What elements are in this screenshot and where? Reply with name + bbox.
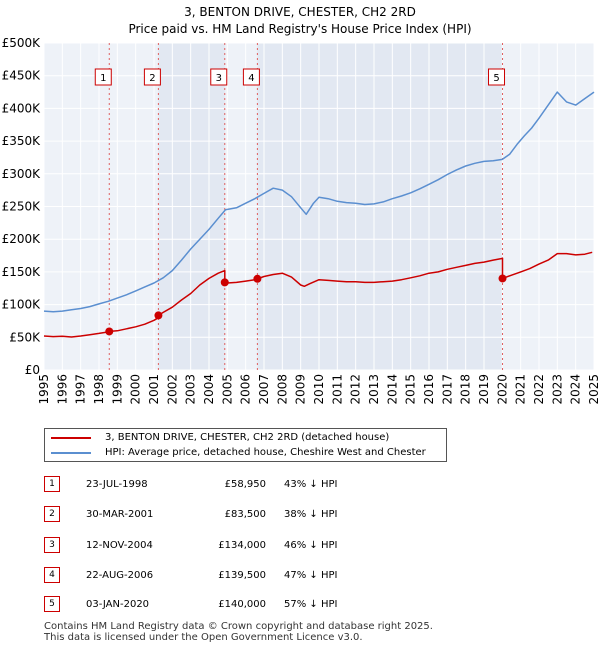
sale-label: 3 (216, 73, 222, 84)
sale-hpi-diff: 38% ↓ HPI (284, 509, 338, 520)
sale-label-box (94, 68, 112, 86)
sale-date: 23-JUL-1998 (86, 479, 148, 490)
y-tick-label: £500K (2, 36, 42, 50)
footer-line-2: This data is licensed under the Open Gov… (44, 632, 363, 643)
x-tick-label: 1997 (74, 374, 88, 405)
sale-hpi-diff: 43% ↓ HPI (284, 479, 338, 490)
x-tick-label: 2021 (514, 374, 528, 405)
sale-date: 30-MAR-2001 (86, 509, 154, 520)
sale-label-box (143, 68, 161, 86)
y-tick-label: £0 (25, 363, 40, 377)
sale-row: 5 03-JAN-2020 £140,000 57% ↓ HPI (44, 596, 464, 614)
y-tick-label: £450K (2, 69, 42, 83)
legend-swatch-hpi (51, 452, 91, 454)
legend-label-hpi: HPI: Average price, detached house, Ches… (105, 447, 426, 458)
sale-date: 12-NOV-2004 (86, 540, 153, 551)
sale-hpi-diff: 46% ↓ HPI (284, 540, 338, 551)
x-tick-label: 2017 (440, 374, 454, 405)
x-tick-label: 2018 (459, 374, 473, 405)
x-tick-label: 2013 (367, 374, 381, 405)
sale-point (220, 278, 229, 287)
x-tick-label: 2008 (275, 374, 289, 405)
x-tick-label: 2019 (477, 374, 491, 405)
property-price-line (43, 251, 593, 338)
sale-label: 5 (493, 73, 499, 84)
x-tick-label: 2023 (550, 374, 564, 405)
x-tick-label: 2025 (587, 374, 600, 405)
sale-label-box (210, 68, 228, 86)
sale-badge: 5 (44, 596, 60, 612)
x-tick-label: 2020 (495, 374, 509, 405)
y-tick-label: £50K (9, 330, 41, 344)
sale-point (154, 311, 163, 320)
price-chart: 3, BENTON DRIVE, CHESTER, CH2 2RD Price … (2, 5, 600, 405)
y-tick-label: £150K (2, 265, 42, 279)
x-tick-label: 2022 (532, 374, 546, 405)
sale-label-box (242, 68, 260, 86)
legend-swatch-property (51, 437, 91, 439)
x-tick-label: 2006 (239, 374, 253, 405)
chart-subtitle: Price paid vs. HM Land Registry's House … (128, 22, 471, 36)
x-tick-label: 2009 (294, 374, 308, 405)
sale-price: £139,500 (218, 570, 266, 581)
sale-hpi-diff: 57% ↓ HPI (284, 599, 338, 610)
x-tick-label: 2015 (404, 374, 418, 405)
y-tick-label: £200K (2, 232, 42, 246)
x-tick-label: 2001 (147, 374, 161, 405)
sale-label-box (488, 68, 506, 86)
x-tick-label: 2016 (422, 374, 436, 405)
y-tick-label: £250K (2, 200, 42, 214)
x-tick-label: 2014 (385, 374, 399, 405)
x-tick-label: 2005 (220, 374, 234, 405)
y-tick-label: £300K (2, 167, 42, 181)
sale-price: £58,950 (224, 479, 266, 490)
x-tick-label: 2004 (202, 374, 216, 405)
y-tick-label: £350K (2, 134, 42, 148)
sale-point (498, 274, 507, 283)
sale-label: 4 (248, 73, 254, 84)
x-tick-label: 1998 (92, 374, 106, 405)
x-tick-label: 2002 (165, 374, 179, 405)
chart-title: 3, BENTON DRIVE, CHESTER, CH2 2RD (184, 5, 416, 19)
sale-date: 22-AUG-2006 (86, 570, 154, 581)
x-tick-label: 2011 (330, 374, 344, 405)
chart-legend: 3, BENTON DRIVE, CHESTER, CH2 2RD (detac… (44, 428, 447, 462)
sale-badge: 3 (44, 537, 60, 553)
footer-attribution: Contains HM Land Registry data © Crown c… (44, 621, 433, 643)
sale-row: 2 30-MAR-2001 £83,500 38% ↓ HPI (44, 506, 464, 524)
x-tick-label: 2007 (257, 374, 271, 405)
x-tick-label: 2000 (129, 374, 143, 405)
sale-row: 4 22-AUG-2006 £139,500 47% ↓ HPI (44, 567, 464, 585)
sale-badge: 4 (44, 567, 60, 583)
x-tick-label: 1996 (55, 374, 69, 405)
sale-badge: 1 (44, 476, 60, 492)
sale-label: 1 (100, 73, 106, 84)
sale-point (253, 274, 262, 283)
x-tick-label: 2024 (569, 374, 583, 405)
sale-row: 3 12-NOV-2004 £134,000 46% ↓ HPI (44, 537, 464, 555)
x-tick-label: 1999 (110, 374, 124, 405)
sale-date: 03-JAN-2020 (86, 599, 150, 610)
x-tick-label: 2012 (349, 374, 363, 405)
sale-price: £140,000 (218, 599, 266, 610)
sale-point (105, 327, 114, 336)
x-tick-label: 2003 (184, 374, 198, 405)
legend-label-property: 3, BENTON DRIVE, CHESTER, CH2 2RD (detac… (105, 432, 390, 443)
x-tick-label: 2010 (312, 374, 326, 405)
sale-badge: 2 (44, 506, 60, 522)
hpi-line (43, 91, 595, 313)
sale-price: £134,000 (218, 540, 266, 551)
y-tick-label: £100K (2, 298, 42, 312)
sale-row: 1 23-JUL-1998 £58,950 43% ↓ HPI (44, 476, 464, 494)
footer-line-1: Contains HM Land Registry data © Crown c… (44, 621, 433, 632)
sale-label: 2 (149, 73, 155, 84)
y-tick-label: £400K (2, 101, 42, 115)
sale-hpi-diff: 47% ↓ HPI (284, 570, 338, 581)
sale-price: £83,500 (224, 509, 266, 520)
x-tick-label: 1995 (37, 374, 51, 405)
